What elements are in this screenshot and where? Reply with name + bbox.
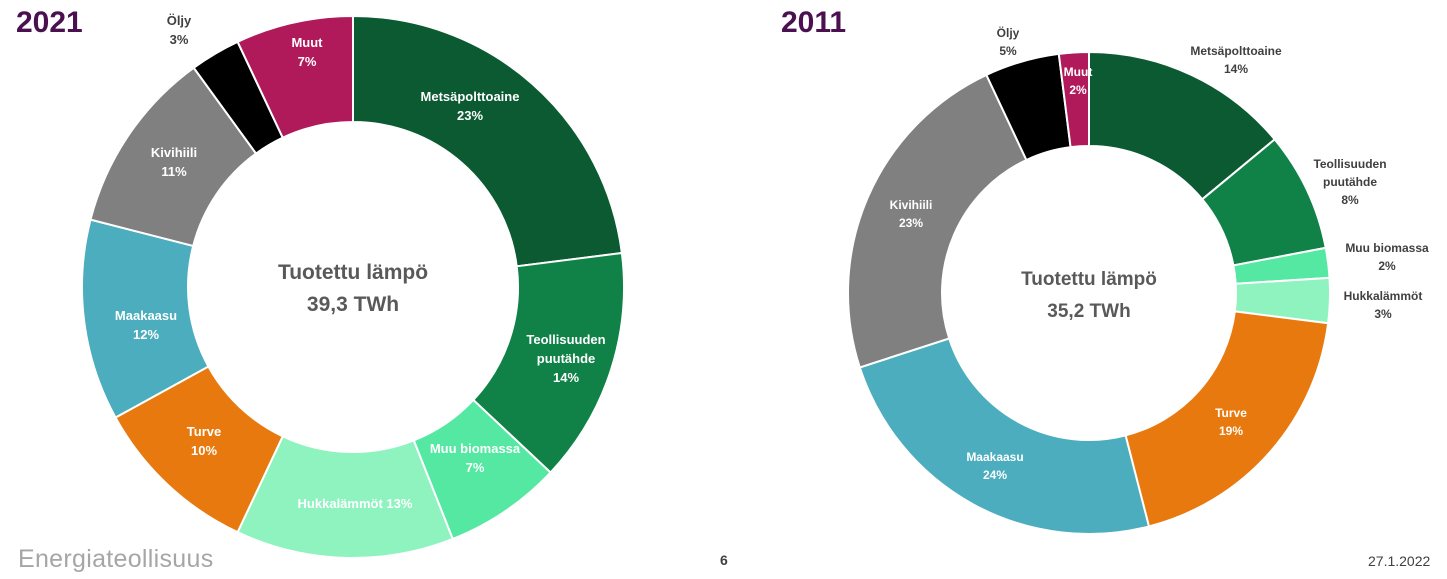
chart-2011-year: 2011 <box>781 6 847 39</box>
center-title-2021: Tuotettu lämpö <box>278 261 428 284</box>
slice-label-2021-hukkalammot: Hukkalämmöt 13% <box>298 496 413 511</box>
slice-label-2011-teollisuuden-puutahde: Teollisuuden puutähde 8% <box>1313 157 1386 207</box>
slice-label-2021-teollisuuden-puutahde: Teollisuuden puutähde 14% <box>526 332 605 385</box>
slice-2021-muut <box>236 14 354 140</box>
slice-2011-maakaasu <box>858 337 1151 535</box>
footer-date: 27.1.2022 <box>1368 553 1431 569</box>
donut-chart-2021: Metsäpolttoaine 23% Teollisuuden puutähde 14… <box>81 13 625 559</box>
slice-2021-metsapolttoaine <box>352 14 623 268</box>
slice-label-2011-hukkalammot: Hukkalämmöt 3% <box>1344 289 1423 321</box>
chart-2021-year: 2021 <box>16 6 83 39</box>
slice-label-2021-muu-biomassa: Muu biomassa 7% <box>430 441 521 475</box>
slice-label-2011-kivihiili: Kivihiili 23% <box>890 198 933 230</box>
energiateollisuus-logo: Energiateollisuus <box>18 545 214 573</box>
slice-label-2011-oljy: Öljy 5% <box>997 25 1020 58</box>
slice-2011-muut <box>1057 50 1090 149</box>
slice-label-2021-maakaasu: Maakaasu 12% <box>115 308 177 342</box>
slice-label-2021-muut: Muut 7% <box>291 35 323 69</box>
slice-label-2021-metsapolttoaine: Metsäpolttoaine 23% <box>421 89 520 123</box>
center-value-2011: 35,2 TWh <box>1047 301 1130 322</box>
slice-2011-kivihiili <box>847 73 1028 369</box>
slice-label-2011-maakaasu: Maakaasu 24% <box>966 450 1023 482</box>
slice-label-2011-metsapolttoaine: Metsäpolttoaine 14% <box>1190 44 1282 76</box>
slice-label-2021-kivihiili: Kivihiili 11% <box>151 145 197 179</box>
slice-label-2021-turve: Turve 10% <box>187 424 221 458</box>
center-title-2011: Tuotettu lämpö <box>1021 269 1157 290</box>
slice-2011-turve <box>1124 310 1330 528</box>
slice-label-2011-muut: Muut 2% <box>1064 65 1093 97</box>
page-number: 6 <box>720 552 728 568</box>
slice-label-2021-oljy: Öljy 3% <box>167 13 192 47</box>
slice-label-2011-turve: Turve 19% <box>1215 406 1247 438</box>
slice-label-2011-muu-biomassa: Muu biomassa 2% <box>1345 241 1429 273</box>
center-value-2021: 39,3 TWh <box>307 293 399 316</box>
